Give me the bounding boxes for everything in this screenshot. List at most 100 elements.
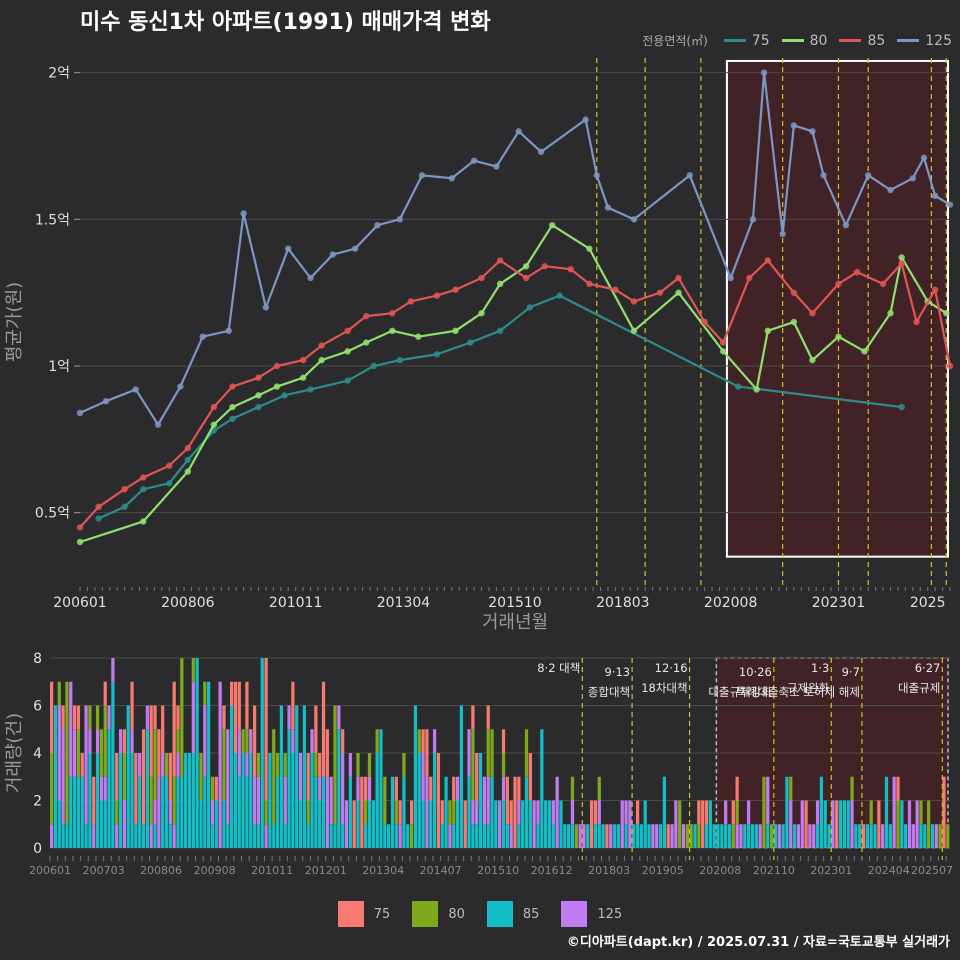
volume-bar-62-125 (287, 705, 291, 730)
series-point-125-4 (177, 383, 184, 390)
volume-bar-100-125 (432, 729, 437, 753)
volume-bar-80-125 (356, 776, 360, 801)
volume-bar-2-85 (57, 800, 61, 848)
volume-bar-69-85 (314, 776, 318, 848)
x-tick-label-3: 201304 (377, 595, 431, 611)
volume-bar-65-125 (298, 753, 303, 801)
volume-bar-90-75 (394, 776, 398, 801)
volume-bar-158-125 (655, 824, 659, 848)
volume-bar-2-80 (57, 681, 61, 706)
volume-bar-23-125 (138, 753, 142, 777)
volume-bar-102-85 (440, 824, 444, 848)
volume-bar-176-125 (724, 800, 728, 825)
vol-x-tick-label-12: 202008 (699, 864, 741, 877)
y-tick-label-2: 1.5억 (35, 212, 70, 228)
volume-bar-21-85 (130, 753, 134, 848)
volume-bar-97-125 (421, 753, 425, 801)
vol-x-tick-label-16: 202507 (911, 864, 953, 877)
volume-bar-9-85 (84, 824, 88, 848)
bar-legend-swatch-85 (486, 901, 513, 927)
bar-legend-item-75[interactable]: 75 (337, 901, 390, 927)
volume-bar-154-85 (639, 824, 644, 848)
series-point-125-21 (582, 116, 589, 123)
vol-x-tick-label-3: 200908 (194, 864, 236, 877)
volume-bar-30-80 (164, 753, 169, 777)
volume-bar-31-75 (168, 753, 172, 801)
bar-legend-item-85[interactable]: 85 (486, 901, 539, 927)
x-tick-label-6: 202008 (704, 595, 757, 611)
series-point-125-32 (820, 172, 827, 179)
volume-bar-227-80 (919, 800, 923, 825)
volume-bar-68-125 (310, 729, 314, 753)
series-point-80-25 (809, 356, 816, 364)
volume-bar-203-85 (827, 824, 831, 848)
volume-bar-94-80 (410, 824, 414, 848)
volume-bar-13-85 (99, 800, 104, 848)
volume-bar-36-85 (187, 753, 192, 848)
legend-item-80[interactable]: 80 (781, 33, 827, 49)
volume-bar-48-75 (233, 681, 238, 753)
volume-bar-123-85 (521, 800, 525, 848)
series-point-125-24 (630, 216, 638, 223)
volume-bar-17-80 (115, 800, 119, 825)
volume-bar-124-80 (524, 729, 529, 777)
volume-bar-28-125 (157, 776, 161, 848)
volume-bar-218-85 (884, 776, 889, 848)
volume-bar-208-85 (846, 800, 850, 848)
volume-bar-72-75 (325, 729, 329, 777)
volume-bar-61-80 (283, 753, 287, 777)
vol-x-tick-label-6: 201304 (362, 864, 404, 877)
series-point-85-15 (407, 298, 415, 305)
volume-bar-160-85 (662, 776, 666, 848)
series-point-80-28 (887, 310, 894, 317)
volume-bar-127-125 (536, 800, 540, 825)
volume-bar-51-125 (245, 753, 249, 777)
legend-item-75[interactable]: 75 (723, 33, 770, 49)
volume-bar-27-85 (153, 824, 157, 848)
bar-legend-item-80[interactable]: 80 (412, 901, 465, 927)
volume-bar-76-85 (341, 824, 345, 848)
volume-bar-107-85 (459, 705, 464, 848)
volume-bar-199-125 (812, 824, 816, 848)
volume-bar-101-75 (436, 753, 441, 848)
volume-bar-116-85 (494, 800, 498, 848)
vol-x-tick-label-4: 201011 (251, 864, 293, 877)
volume-bar-72-125 (325, 776, 329, 848)
volume-bar-213-85 (865, 824, 869, 848)
volume-bar-136-80 (570, 776, 575, 801)
vol-y-tick-label-0: 0 (33, 841, 42, 857)
series-point-85-27 (675, 274, 682, 282)
policy-label-5: 9·7 (842, 665, 860, 679)
volume-bar-182-125 (747, 800, 751, 825)
legend-item-125[interactable]: 125 (897, 33, 952, 49)
volume-bar-114-85 (486, 824, 490, 848)
volume-bar-1-85 (53, 705, 58, 848)
series-point-85-2 (121, 486, 128, 493)
volume-bar-155-85 (643, 800, 647, 848)
series-point-80-11 (389, 327, 396, 334)
series-point-85-14 (389, 310, 396, 317)
policy-sublabel-5: 특례대출축소 토허제 해제 (736, 685, 860, 699)
volume-bar-15-85 (107, 729, 111, 848)
volume-bar-21-125 (130, 729, 134, 753)
vol-x-tick-label-1: 200703 (83, 864, 125, 877)
volume-bar-105-80 (452, 800, 456, 825)
volume-bar-46-125 (226, 729, 230, 825)
volume-bar-34-80 (180, 658, 184, 777)
legend-item-85[interactable]: 85 (839, 33, 885, 49)
volume-bar-63-125 (291, 729, 295, 753)
volume-bar-210-85 (854, 824, 858, 848)
volume-bar-178-80 (731, 824, 735, 848)
series-point-85-13 (363, 312, 370, 320)
volume-bar-51-80 (245, 729, 249, 753)
volume-bar-150-85 (624, 824, 628, 848)
volume-bar-67-85 (306, 824, 310, 848)
bar-legend-item-125[interactable]: 125 (561, 901, 622, 927)
volume-bar-131-85 (551, 824, 555, 848)
volume-bar-47-75 (230, 681, 234, 706)
volume-bar-113-125 (482, 776, 486, 825)
volume-bar-161-75 (666, 824, 670, 848)
volume-bar-11-125 (92, 824, 96, 848)
volume-bar-0-75 (50, 681, 54, 753)
